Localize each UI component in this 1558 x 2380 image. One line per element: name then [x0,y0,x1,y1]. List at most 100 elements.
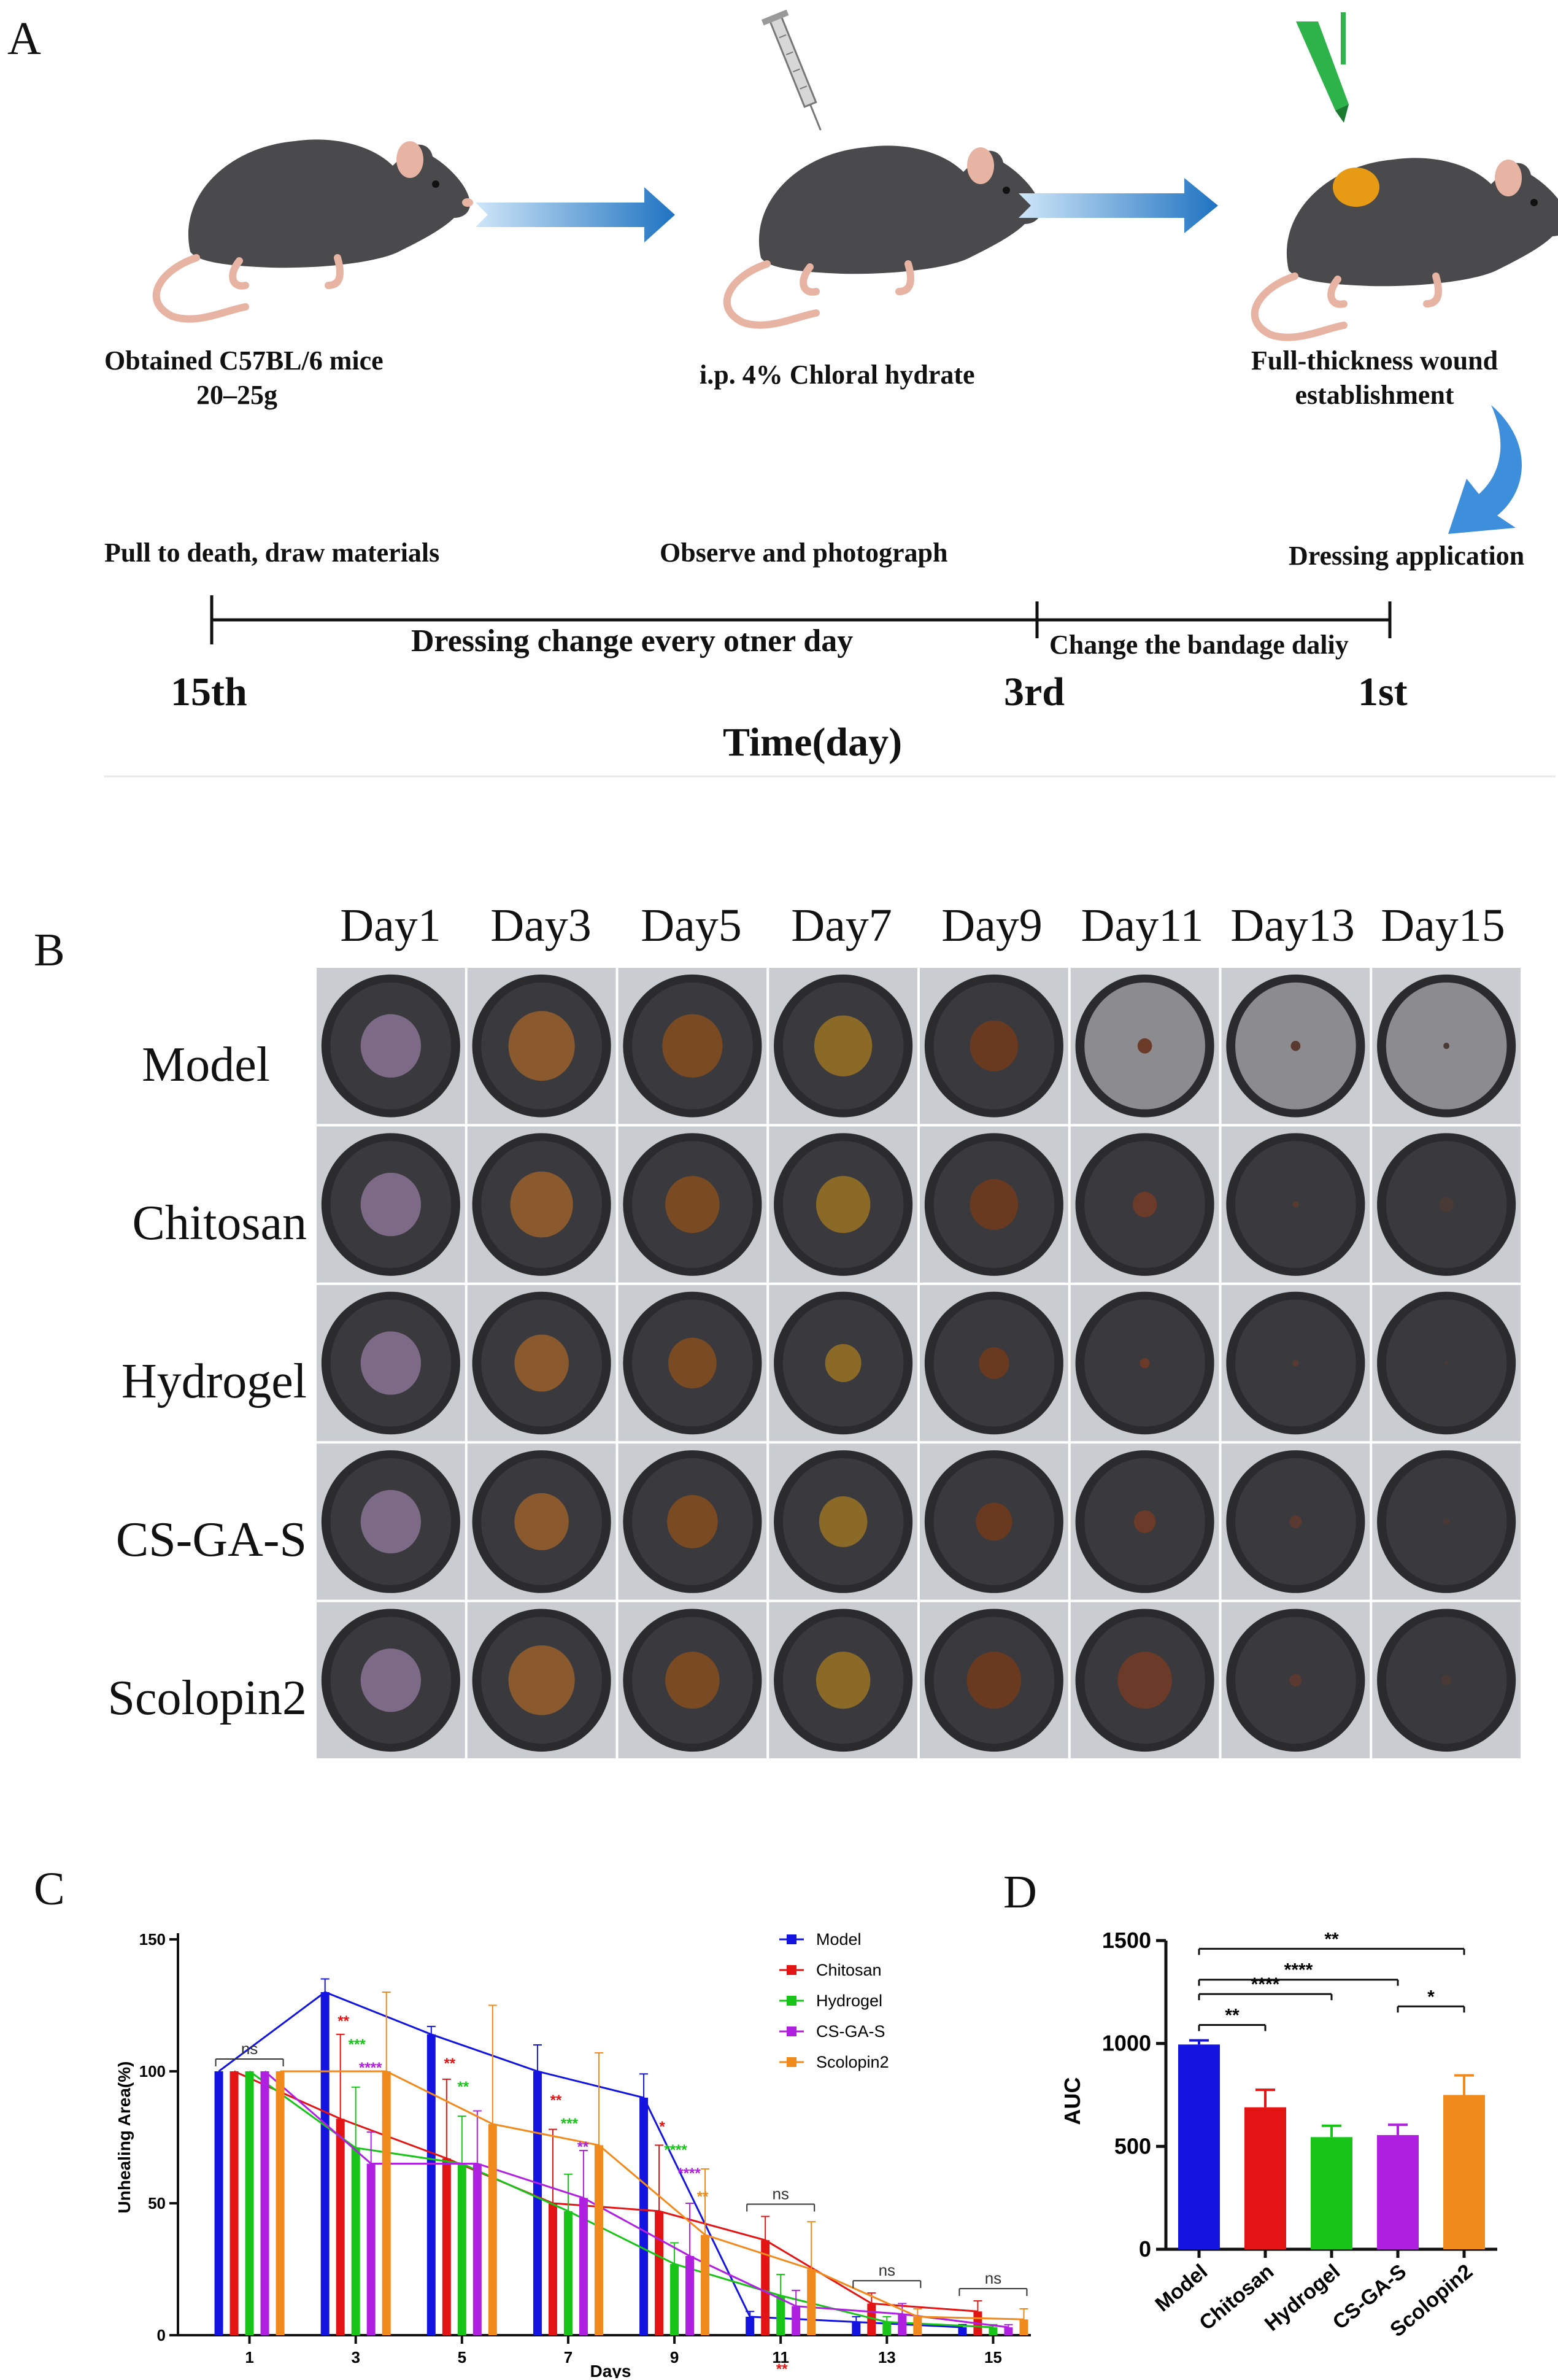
wound-photo [467,1602,616,1758]
wound [1289,1515,1302,1528]
wound [1443,1043,1450,1049]
y-tick-label: 0 [1139,2236,1151,2262]
wound [1132,1191,1157,1218]
wound-photo [1221,968,1370,1124]
wound [360,1489,422,1554]
bar [260,2071,269,2335]
wound [1133,1510,1156,1534]
wound-photo [769,1126,917,1283]
bar [655,2211,664,2335]
panel-a-illustration [104,9,1558,778]
wound [665,1652,720,1709]
wound [816,1652,871,1709]
legend-label: Chitosan [816,1961,882,1979]
bar [320,1992,330,2335]
bar [563,2211,573,2335]
legend-marker [787,2057,796,2067]
significance-label: ** [776,2361,788,2378]
bar [685,2256,695,2335]
syringe-icon [761,9,822,131]
wound-photo [467,968,616,1124]
wound-photo [467,1285,616,1442]
day-header: Day11 [1081,900,1204,951]
step-wound-label: Full-thickness wound establishment [1251,346,1498,410]
wound [1290,1040,1301,1051]
bar [579,2198,588,2335]
time-axis-title: Time(day) [723,720,903,765]
observe-label: Observe and photograph [660,538,948,568]
day-header: Day13 [1230,900,1355,951]
mouse-icon [727,145,1044,325]
mouse-icon [156,139,473,319]
significance-label: ** [550,2092,562,2109]
step-obtain-label: Obtained C57BL/6 mice 20–25g [104,346,384,410]
wound-photo [920,1602,1068,1758]
wound-photo [769,1443,917,1600]
wound [360,1648,422,1712]
wound-photo [1070,1126,1219,1283]
wound-photo [1372,1443,1521,1600]
wound [976,1502,1012,1541]
y-axis-label: Unhealing Area(%) [115,2061,134,2214]
wound-photo [317,968,465,1124]
bar [229,2071,239,2335]
significance-label: **** [1251,1974,1280,1995]
significance-label: * [659,2119,665,2135]
day-header: Day1 [340,900,441,951]
series-line [233,2070,978,2312]
x-tick-label: 1 [245,2348,253,2366]
scalpel-pen-icon [1296,12,1349,123]
bar [548,2203,557,2335]
wound-photo [317,1126,465,1283]
wound-site-icon [1333,168,1379,207]
day-header: Day7 [791,900,892,951]
bar [776,2295,785,2335]
bar [792,2306,801,2335]
wound [360,1172,422,1237]
bar [639,2098,649,2335]
wound-photo [769,1602,917,1758]
significance-label: ** [1225,2005,1240,2025]
legend-label: CS-GA-S [816,2022,885,2041]
wound [1439,1197,1454,1213]
day-header: Day3 [490,900,592,951]
tick-label-1st: 1st [1358,670,1408,714]
arrow-icon [476,187,675,242]
bar [1311,2137,1352,2249]
y-axis-label: AUC [1060,2077,1085,2125]
bar [245,2071,254,2335]
panel-d-letter: D [1003,1866,1037,1918]
significance-label: ns [985,2269,1001,2287]
wound-photo [1221,1285,1370,1442]
wound-photo [317,1602,465,1758]
wound-photo [618,1443,767,1600]
significance-label: ** [457,2079,469,2095]
arrow-icon [1019,178,1218,233]
y-tick-label: 500 [1114,2133,1151,2158]
bar [594,2145,603,2335]
legend-marker [787,1934,796,1944]
bar [670,2263,679,2335]
panel-b-letter: B [34,924,65,976]
bar [1178,2044,1220,2249]
wound-photo [920,1285,1068,1442]
tick-label-15th: 15th [171,670,247,714]
significance-label: ns [772,2185,789,2203]
bar [442,2158,451,2335]
wound [1292,1359,1299,1367]
wound [970,1020,1019,1072]
bar [1244,2107,1286,2249]
bar [1377,2135,1419,2249]
panel-a-letter: A [7,13,41,64]
wound [825,1343,862,1383]
pull-to-death-label: Pull to death, draw materials [104,538,440,568]
x-axis-label: Days [590,2362,631,2378]
significance-label: ** [444,2055,455,2072]
series-line [280,2070,1024,2320]
wound-photo [1070,1443,1219,1600]
wound [510,1171,573,1238]
bar [276,2071,285,2335]
x-tick-label: Model [1151,2260,1212,2316]
legend-label: Hydrogel [816,1992,882,2010]
x-tick-label: 9 [670,2348,679,2366]
